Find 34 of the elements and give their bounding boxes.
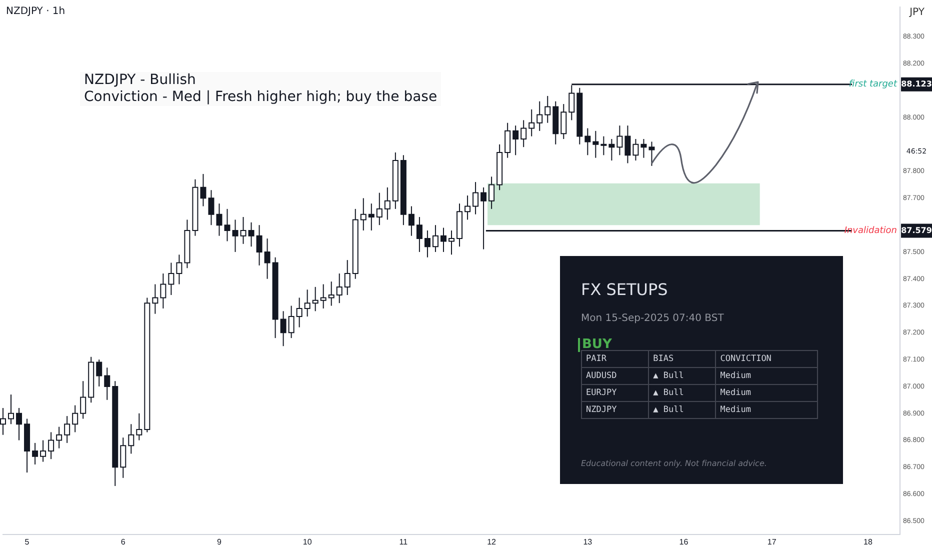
x-tick-label: 16 bbox=[679, 537, 689, 546]
annotation: 87.579 bbox=[901, 226, 932, 235]
annotation: PAIR bbox=[582, 350, 649, 368]
annotation: CONVICTION bbox=[716, 350, 818, 368]
chart-title: NZDJPY · 1h bbox=[6, 6, 66, 17]
y-axis-title: JPY bbox=[908, 7, 926, 18]
x-tick-label: 18 bbox=[864, 537, 873, 546]
annotation: NZDJPY bbox=[582, 402, 649, 418]
annotation: Conviction - Med | Fresh higher high; buy the base bbox=[84, 89, 438, 106]
x-tick-label: 6 bbox=[120, 537, 126, 546]
annotation: ▲ Bull bbox=[648, 402, 716, 418]
annotation: NZDJPY - Bullish bbox=[84, 72, 197, 89]
x-tick-label: 10 bbox=[302, 537, 312, 546]
annotation: AUDUSD bbox=[582, 368, 649, 384]
x-tick-label: 17 bbox=[767, 537, 777, 546]
annotation: Mon 15-Sep-2025 07:40 BST bbox=[581, 313, 724, 324]
x-tick-label: 5 bbox=[24, 537, 30, 546]
annotation: ▲ Bull bbox=[648, 368, 716, 384]
x-tick-label: 9 bbox=[217, 537, 222, 546]
annotation: BIAS bbox=[648, 350, 716, 368]
annotation: Medium bbox=[716, 384, 818, 402]
ref-line-label: first target bbox=[848, 80, 898, 90]
x-tick-label: 12 bbox=[487, 537, 497, 546]
annotation: Medium bbox=[716, 402, 818, 418]
x-tick-label: 11 bbox=[399, 537, 408, 546]
annotation: ▲ Bull bbox=[648, 384, 716, 402]
annotation: Educational content only. Not financial advice. bbox=[581, 459, 767, 468]
annotation: 88.123 bbox=[901, 79, 932, 88]
annotation: FX SETUPS bbox=[581, 280, 668, 299]
x-tick-label: 13 bbox=[583, 537, 593, 546]
annotation: EURJPY bbox=[582, 384, 649, 402]
annotation: BUY bbox=[578, 337, 612, 352]
annotation: Medium bbox=[716, 368, 818, 384]
ref-line-label: Invalidation bbox=[844, 226, 898, 236]
